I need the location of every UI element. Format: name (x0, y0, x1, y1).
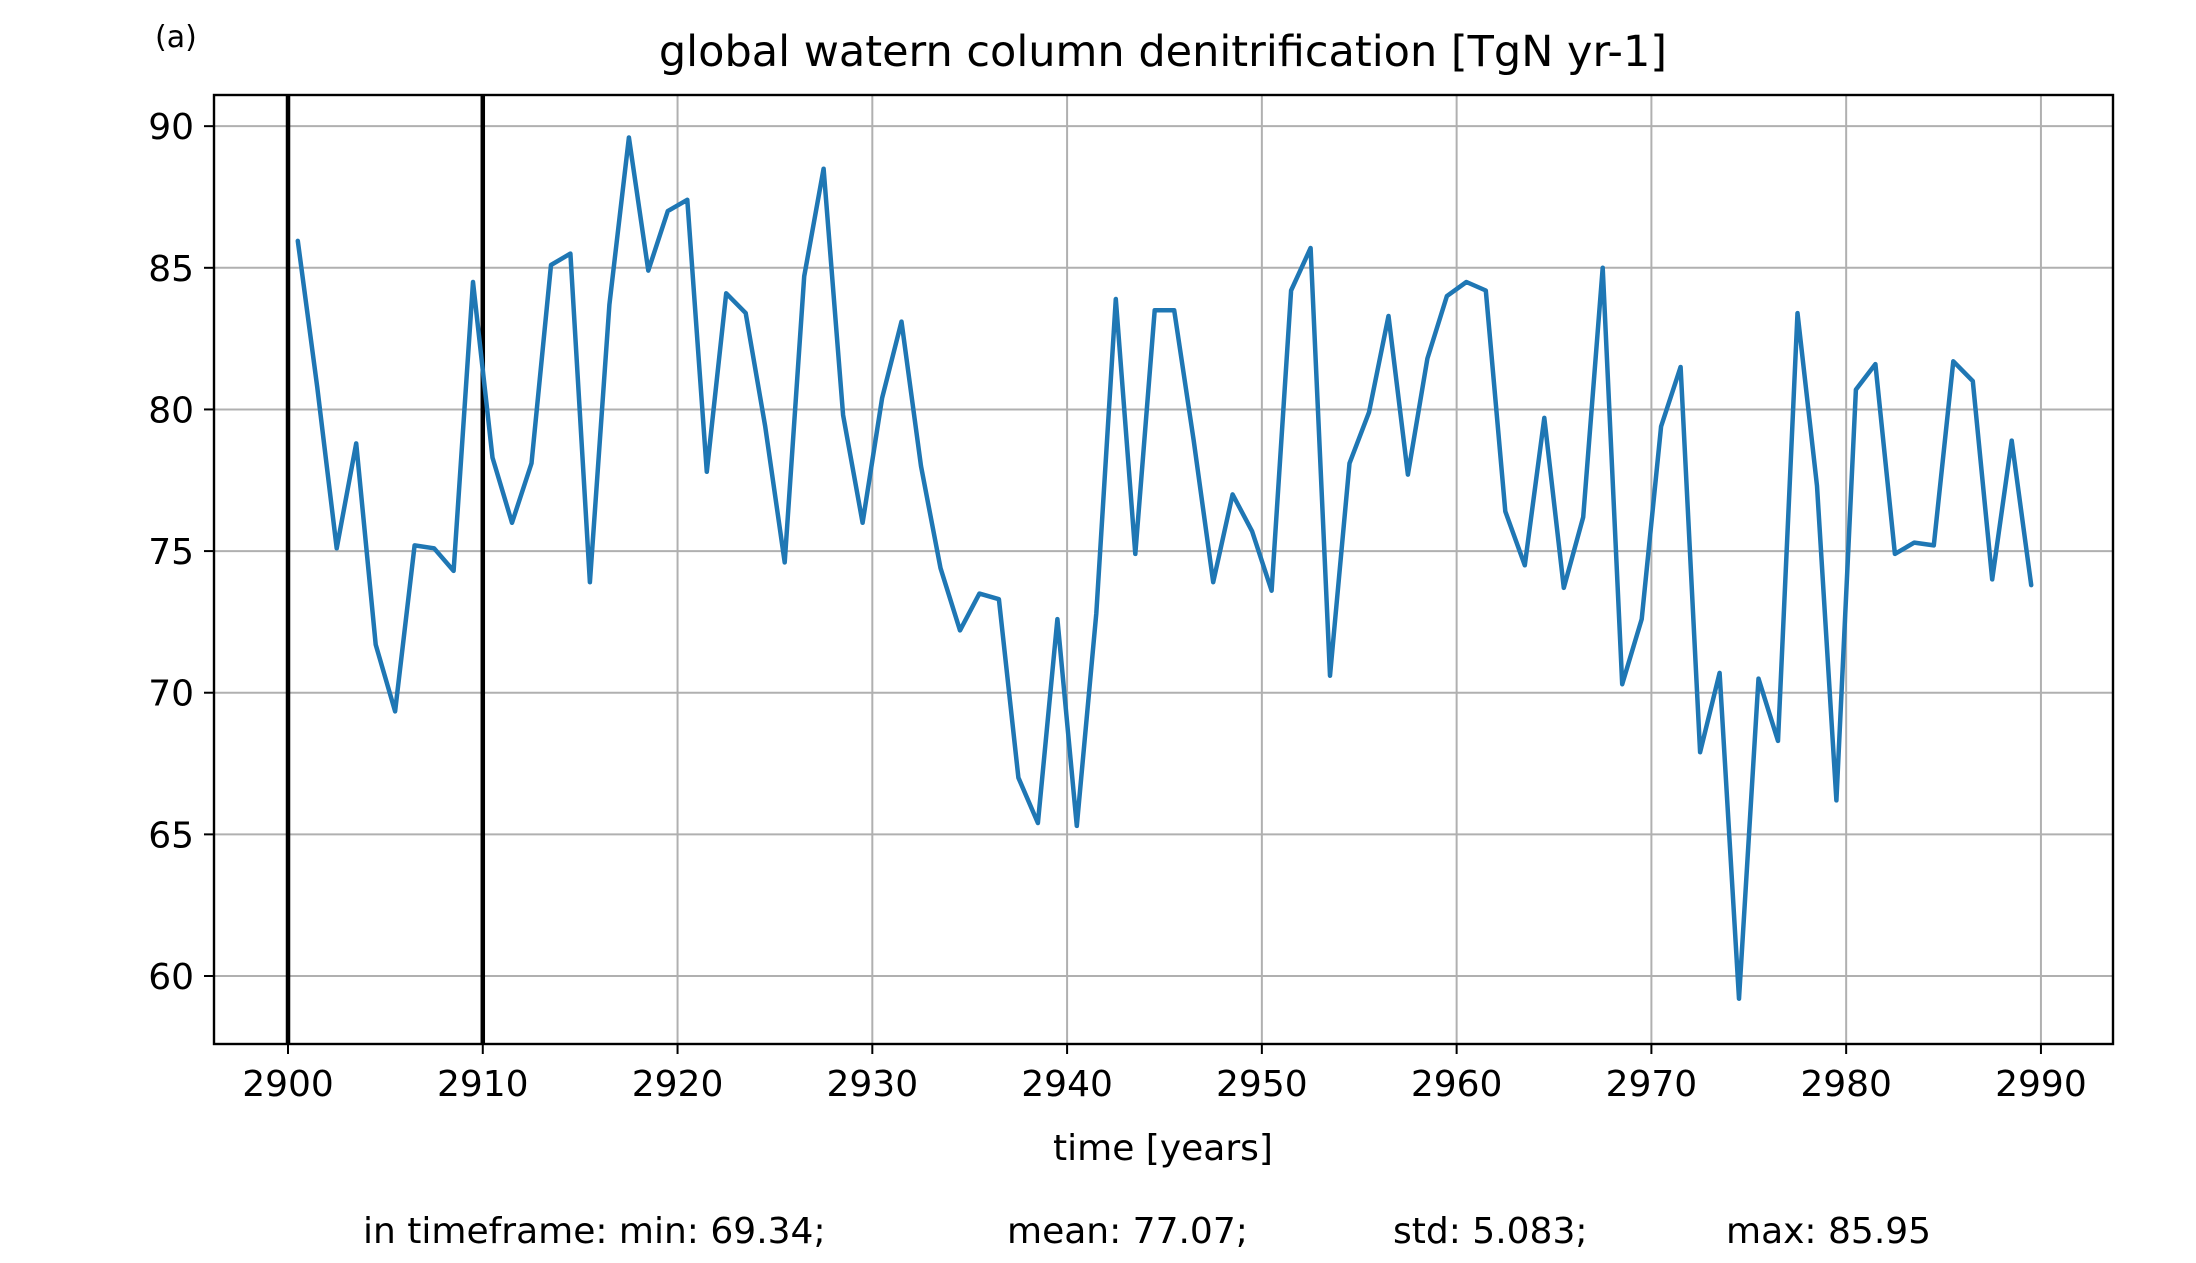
x-axis-label: time [years] (1053, 1128, 1273, 1169)
x-tick-label: 2970 (1606, 1064, 1698, 1105)
panel-label: (a) (155, 20, 197, 55)
x-tick-label: 2900 (242, 1064, 334, 1105)
footer-max: max: 85.95 (1726, 1211, 1931, 1252)
x-tick-label: 2950 (1216, 1064, 1308, 1105)
grid-lines (214, 95, 2113, 1044)
plot-frame (212, 93, 2115, 1046)
y-tick-label: 75 (148, 532, 194, 573)
y-tick-label: 70 (148, 674, 194, 715)
x-tick-label: 2910 (437, 1064, 529, 1105)
y-axis-ticks: 60 65 70 75 80 85 90 (148, 107, 214, 998)
y-tick-label: 85 (148, 249, 194, 290)
x-tick-label: 2940 (1021, 1064, 1113, 1105)
footer-min: in timeframe: min: 69.34; (363, 1211, 826, 1252)
x-tick-label: 2920 (632, 1064, 724, 1105)
footer-std: std: 5.083; (1393, 1211, 1587, 1252)
x-tick-label: 2930 (827, 1064, 919, 1105)
x-tick-label: 2980 (1800, 1064, 1892, 1105)
x-tick-label: 2990 (1995, 1064, 2087, 1105)
x-tick-label: 2960 (1411, 1064, 1503, 1105)
y-tick-label: 90 (148, 107, 194, 148)
y-tick-label: 65 (148, 815, 194, 856)
x-axis-ticks: 2900 2910 2920 2930 2940 2950 2960 2970 2980 2990 (242, 1044, 2087, 1105)
y-tick-label: 80 (148, 390, 194, 431)
footer-mean: mean: 77.07; (1007, 1211, 1248, 1252)
vertical-markers (285, 95, 486, 1044)
chart-title: global watern column denitrification [Tg… (659, 27, 1667, 77)
y-tick-label: 60 (148, 957, 194, 998)
series-line (295, 135, 2034, 1001)
